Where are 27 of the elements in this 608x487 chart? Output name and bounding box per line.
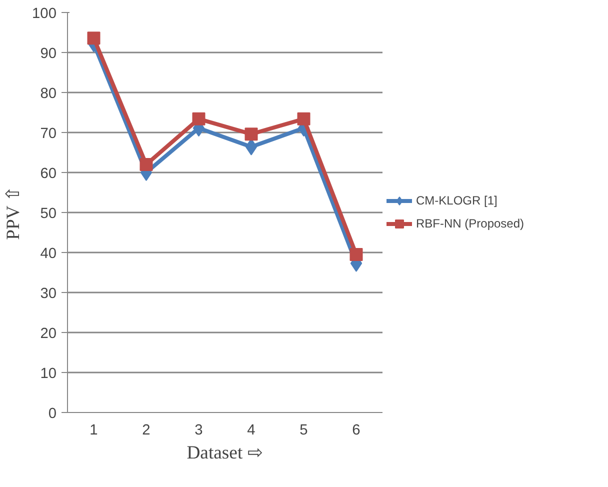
- point: [350, 248, 363, 261]
- point: [87, 32, 100, 45]
- y-tick-label: 70: [40, 126, 57, 142]
- x-tick-label: 6: [352, 422, 360, 438]
- y-tick-label: 0: [48, 406, 57, 422]
- x-tick-label: 2: [142, 422, 150, 438]
- y-tick-label: 100: [32, 6, 57, 22]
- y-tick-label: 90: [40, 46, 57, 62]
- legend-label: CM-KLOGR [1]: [416, 194, 498, 208]
- legend-label: RBF-NN (Proposed): [416, 216, 524, 230]
- y-tick-label: 60: [40, 166, 57, 182]
- x-tick-label: 5: [300, 422, 308, 438]
- y-tick-label: 80: [40, 86, 57, 102]
- y-tick-label: 50: [40, 206, 57, 222]
- x-tick-label: 1: [90, 422, 98, 438]
- y-tick-label: 10: [40, 366, 57, 382]
- y-tick-label: 30: [40, 286, 57, 302]
- y-tick-label: 40: [40, 246, 57, 262]
- x-tick-label: 4: [247, 422, 256, 438]
- point: [297, 112, 310, 126]
- point: [244, 128, 258, 141]
- x-axis-title: Dataset ⇨: [186, 442, 264, 464]
- point: [192, 112, 206, 126]
- y-tick-label: 20: [40, 326, 57, 342]
- y-axis-title: PPV ⇧: [3, 185, 24, 240]
- x-tick-label: 3: [194, 422, 203, 438]
- point: [140, 158, 153, 171]
